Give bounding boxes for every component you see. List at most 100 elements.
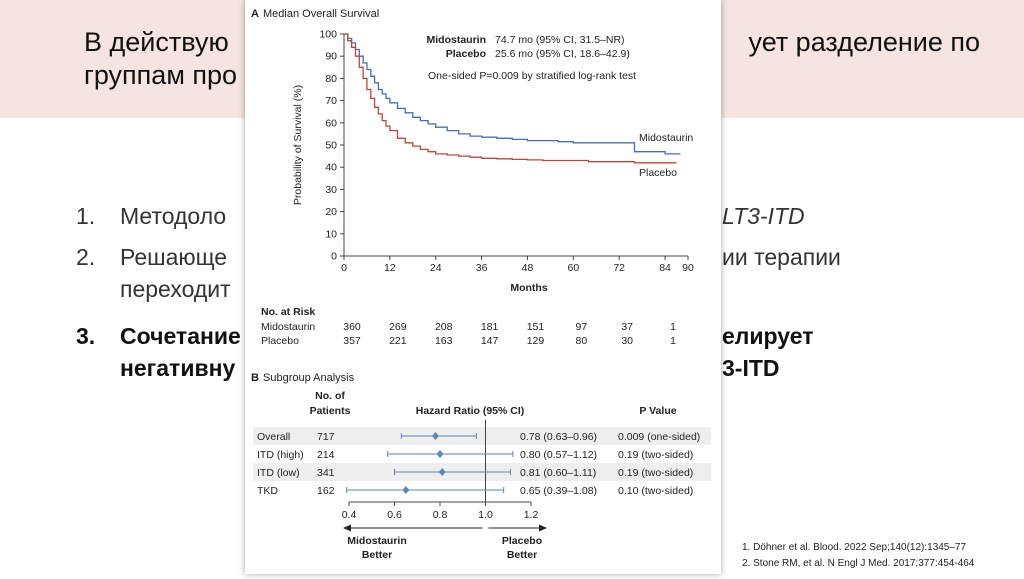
bullet-2-text-line2: переходит (120, 276, 231, 302)
y-tick-label: 90 (325, 51, 337, 63)
forest-tick-label: 0.4 (342, 509, 357, 521)
bullet-3-number: 3. (76, 323, 96, 349)
col-header-hazard-ratio: Hazard Ratio (95% CI) (416, 405, 525, 417)
subgroup-name: ITD (high) (257, 449, 304, 461)
legend-placebo-name: Placebo (446, 48, 486, 60)
x-tick-label: 36 (476, 262, 488, 274)
x-tick-label: 48 (522, 262, 534, 274)
arrow-head-right-icon (539, 524, 547, 532)
legend-midostaurin-value: 74.7 mo (95% CI, 31.5–NR) (495, 34, 625, 46)
midostaurin-better-label-2: Better (362, 549, 392, 561)
forest-tick-label: 0.6 (387, 509, 402, 521)
y-tick-label: 30 (325, 184, 337, 196)
bullet-2-text-right: ии терапии (722, 244, 841, 270)
subgroup-patients: 162 (317, 485, 335, 497)
bullet-1-text: Методоло (120, 203, 227, 229)
at-risk-value: 147 (481, 335, 499, 347)
legend-midostaurin-name: Midostaurin (427, 34, 487, 46)
at-risk-value: 80 (575, 335, 587, 347)
y-tick-label: 20 (325, 206, 337, 218)
hr-point-marker (436, 450, 444, 458)
at-risk-value: 151 (527, 321, 545, 333)
y-tick-label: 80 (325, 73, 337, 85)
bullet-3-text-right: елирует (722, 323, 814, 349)
midostaurin-survival-curve (344, 33, 681, 155)
bullet-2-text: Решающе (120, 244, 228, 270)
y-tick-label: 10 (325, 228, 337, 240)
subgroup-p-value: 0.19 (two-sided) (618, 449, 693, 461)
at-risk-value: 163 (435, 335, 453, 347)
subgroup-hazard-ratio: 0.81 (0.60–1.11) (520, 467, 596, 479)
at-risk-value: 357 (343, 335, 361, 347)
subgroup-name: Overall (257, 431, 290, 443)
y-axis-title: Probability of Survival (%) (292, 85, 304, 205)
at-risk-value: 360 (343, 321, 361, 333)
x-tick-label: 90 (682, 262, 694, 274)
y-tick-label: 40 (325, 162, 337, 174)
bullet-1-text-right: LT3-ITD (722, 203, 805, 229)
x-tick-label: 60 (567, 262, 579, 274)
slide-title: В действую ует разделение по группам про (84, 26, 1004, 92)
forest-plot: Overall 717 0.78 (0.63–0.96) 0.009 (one-sid… (253, 420, 711, 532)
x-tick-label: 12 (384, 262, 396, 274)
curve-label-placebo: Placebo (639, 167, 677, 179)
at-risk-row-label: Placebo (261, 335, 299, 347)
y-tick-label: 60 (325, 117, 337, 129)
subgroup-hazard-ratio: 0.80 (0.57–1.12) (520, 449, 597, 461)
subgroup-row-shade (253, 427, 711, 445)
placebo-better-label-2: Better (507, 549, 537, 561)
bullet-3-text: Сочетание (120, 323, 241, 349)
at-risk-value: 37 (621, 321, 633, 333)
subgroup-hazard-ratio: 0.78 (0.63–0.96) (520, 431, 597, 443)
forest-tick-label: 1.0 (478, 509, 493, 521)
y-tick-label: 70 (325, 95, 337, 107)
y-tick-label: 100 (319, 29, 337, 41)
at-risk-value: 1 (670, 321, 676, 333)
at-risk-value: 97 (575, 321, 587, 333)
nejm-figure: A Median Overall Survival Midostaurin 74… (245, 0, 721, 574)
at-risk-table: Midostaurin 360 269 208 181 151 97 37 1 Placebo 35… (261, 321, 676, 347)
forest-tick-label: 1.2 (524, 509, 539, 521)
col-header-patients-2: Patients (310, 405, 351, 417)
figure-svg: A Median Overall Survival Midostaurin 74… (251, 8, 711, 561)
at-risk-value: 129 (527, 335, 545, 347)
title-right-fragment: ует разделение по (748, 27, 981, 57)
hr-point-marker (438, 468, 446, 476)
km-curves (344, 33, 681, 164)
curve-label-midostaurin: Midostaurin (639, 132, 693, 144)
hr-point-marker (431, 432, 439, 440)
at-risk-title: No. at Risk (261, 306, 315, 318)
subgroup-p-value: 0.009 (one-sided) (618, 431, 700, 443)
bullet-3-text-line2: негативну (120, 355, 236, 381)
x-tick-label: 84 (659, 262, 671, 274)
km-axes: 0 10 20 30 40 50 60 70 80 90 100 0 12 24 36 48 60 72 84 90 (319, 29, 694, 275)
x-tick-label: 0 (341, 262, 347, 274)
panel-b-label: B (251, 372, 259, 384)
subgroup-patients: 717 (317, 431, 335, 443)
at-risk-value: 1 (670, 335, 676, 347)
y-tick-label: 0 (331, 251, 337, 263)
at-risk-value: 30 (621, 335, 633, 347)
subgroup-hazard-ratio: 0.65 (0.39–1.08) (520, 485, 597, 497)
reference-1: 1. Döhner et al. Blood. 2022 Sep;140(12)… (742, 542, 967, 553)
subgroup-p-value: 0.19 (two-sided) (618, 467, 693, 479)
bullet-3-text-line2-right: 3-ITD (722, 355, 780, 381)
subgroup-p-value: 0.10 (two-sided) (618, 485, 693, 497)
subgroup-name: ITD (low) (257, 467, 300, 479)
x-tick-label: 72 (613, 262, 625, 274)
bullet-2-number: 2. (76, 244, 96, 270)
at-risk-row-label: Midostaurin (261, 321, 315, 333)
panel-a-title: Median Overall Survival (263, 8, 379, 20)
midostaurin-better-label-1: Midostaurin (347, 535, 407, 547)
panel-a-label: A (251, 8, 259, 20)
col-header-patients-1: No. of (315, 390, 345, 402)
bullet-1-number: 1. (76, 203, 96, 229)
forest-tick-label: 0.8 (433, 509, 448, 521)
at-risk-value: 269 (389, 321, 407, 333)
arrow-head-left-icon (343, 524, 351, 532)
title-second-line: группам про (84, 60, 238, 90)
subgroup-name: TKD (257, 485, 278, 497)
panel-b-title: Subgroup Analysis (263, 372, 355, 384)
y-tick-label: 50 (325, 140, 337, 152)
placebo-better-label-1: Placebo (502, 535, 542, 547)
